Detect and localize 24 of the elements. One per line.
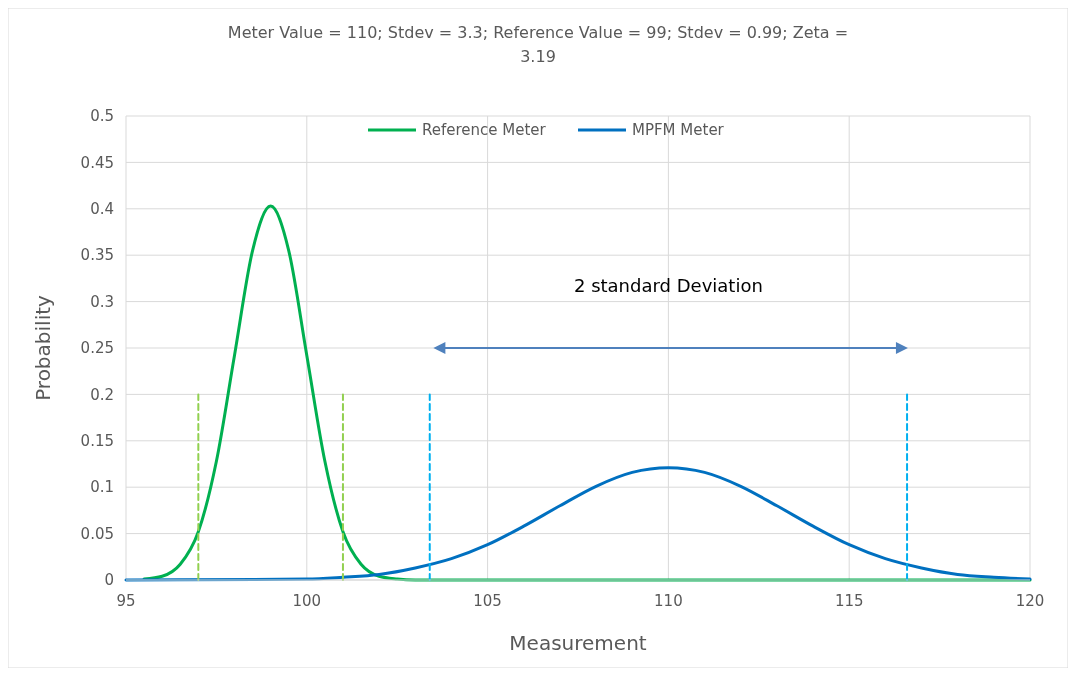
x-tick-label: 100 <box>292 592 322 610</box>
y-tick-label: 0.1 <box>90 478 114 497</box>
y-tick-label: 0.25 <box>80 339 114 358</box>
x-tick-label: 110 <box>654 592 683 610</box>
y-tick-label: 0.5 <box>90 107 114 126</box>
chart-title: Meter Value = 110; Stdev = 3.3; Reference Value = 99; Stdev = 0.99; Zeta = 3.19 <box>227 23 849 66</box>
x-tick-label: 115 <box>834 592 864 610</box>
x-tick-label: 105 <box>473 592 502 610</box>
y-axis-title: Probability <box>31 294 55 401</box>
x-tick-label: 95 <box>116 592 136 610</box>
y-tick-label: 0.4 <box>90 200 114 219</box>
y-tick-label: 0.45 <box>80 153 114 172</box>
y-tick-label: 0.05 <box>80 524 114 543</box>
legend-label: Reference Meter <box>422 121 547 140</box>
y-tick-label: 0.3 <box>90 292 114 311</box>
x-axis-title: Measurement <box>509 631 647 655</box>
y-tick-label: 0.35 <box>80 246 114 265</box>
y-tick-label: 0 <box>104 571 114 590</box>
annotation: 2 standard Deviation <box>573 275 763 297</box>
y-tick-label: 0.15 <box>80 432 114 451</box>
line-series <box>142 204 1032 582</box>
x-tick-label: 120 <box>1015 592 1045 610</box>
legend-label: MPFM Meter <box>632 121 725 140</box>
y-tick-label: 0.2 <box>90 385 114 404</box>
